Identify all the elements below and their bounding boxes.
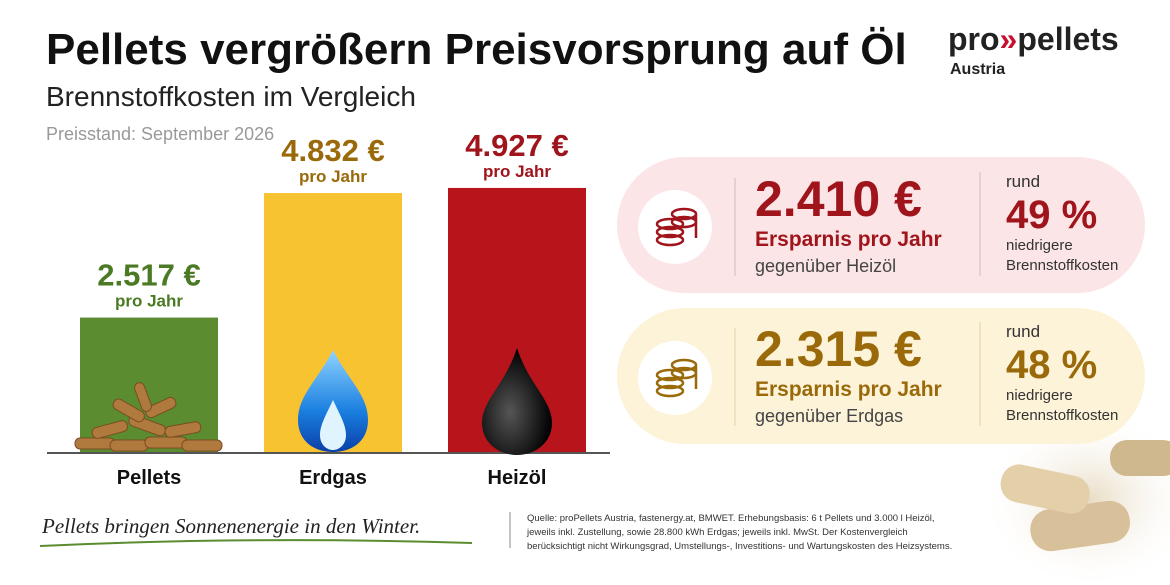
percent-suffix: niedrigere — [1006, 387, 1073, 404]
slogan-underline — [39, 539, 473, 547]
logo-suffix: pellets — [1017, 21, 1118, 57]
percent: 48 % — [1006, 343, 1097, 387]
card: 2.410 € Ersparnis pro Jahr gegenüber Hei… — [617, 157, 1145, 293]
category-label: Heizöl — [488, 467, 547, 489]
logo: pro»pellets — [948, 21, 1119, 57]
period-label: pro Jahr — [483, 162, 551, 181]
slogan: Pellets bringen Sonnenenergie in den Win… — [41, 514, 420, 538]
logo-mark: » — [1000, 21, 1018, 57]
pellet-photo — [980, 410, 1170, 585]
savings-comparison: gegenüber Heizöl — [755, 256, 896, 276]
logo-region: Austria — [950, 61, 1005, 78]
percent: 49 % — [1006, 193, 1097, 237]
period-label: pro Jahr — [115, 292, 183, 311]
percent-prefix: rund — [1006, 172, 1040, 191]
subtitle: Brennstoffkosten im Vergleich — [46, 81, 416, 112]
pellet-pile — [74, 382, 223, 452]
value-label: 2.517 € — [97, 258, 200, 293]
value-label: 4.927 € — [465, 128, 568, 163]
category-label: Pellets — [117, 467, 181, 489]
savings-caption: Ersparnis pro Jahr — [755, 378, 942, 401]
source-line: berücksichtigt nicht Wirkungsgrad, Umste… — [527, 541, 952, 552]
percent-suffix: Brennstoffkosten — [1006, 257, 1118, 274]
percent-suffix: niedrigere — [1006, 237, 1073, 254]
percent-suffix: Brennstoffkosten — [1006, 407, 1118, 424]
savings-caption: Ersparnis pro Jahr — [755, 228, 942, 251]
source-line: Quelle: proPellets Austria, fastenergy.a… — [527, 513, 934, 524]
savings-comparison: gegenüber Erdgas — [755, 406, 903, 426]
source-line: jeweils inkl. Zustellung, sowie 28.800 k… — [526, 527, 908, 538]
title: Pellets vergrößern Preisvorsprung auf Öl — [46, 25, 907, 74]
oil-drop — [482, 348, 552, 455]
price-note: Preisstand: September 2026 — [46, 124, 274, 144]
logo-prefix: pro — [948, 21, 1000, 57]
category-label: Erdgas — [299, 467, 367, 489]
savings-amount: 2.315 € — [755, 321, 922, 377]
period-label: pro Jahr — [299, 167, 367, 186]
savings-amount: 2.410 € — [755, 171, 922, 227]
gas-flame — [298, 350, 368, 452]
percent-prefix: rund — [1006, 322, 1040, 341]
value-label: 4.832 € — [281, 133, 384, 168]
card: 2.315 € Ersparnis pro Jahr gegenüber Erd… — [617, 308, 1145, 444]
